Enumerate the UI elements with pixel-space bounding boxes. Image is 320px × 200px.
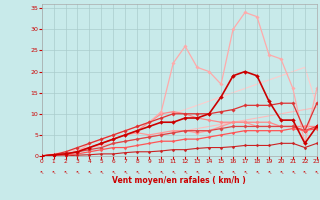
X-axis label: Vent moyen/en rafales ( km/h ): Vent moyen/en rafales ( km/h )	[112, 176, 246, 185]
